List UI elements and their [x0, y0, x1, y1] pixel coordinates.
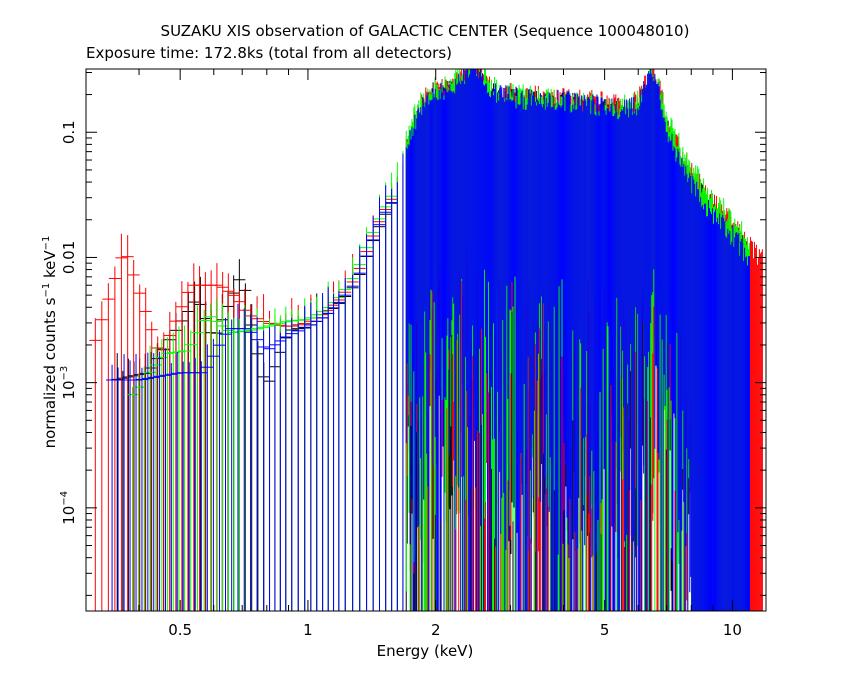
- plot-frame: [85, 68, 767, 612]
- x-axis-label: Energy (keV): [376, 642, 474, 660]
- y-tick-label: 10−4: [59, 491, 78, 525]
- x-tick-label: 5: [600, 621, 610, 639]
- series-3: [106, 69, 750, 611]
- x-tick-label: 1: [303, 621, 313, 639]
- y-tick-label-exp: −4: [59, 491, 70, 506]
- y-tick-label: 0.1: [60, 120, 78, 144]
- y-tick-label-base: 10: [60, 506, 78, 525]
- y-axis-label-mid: keV: [41, 250, 59, 283]
- x-tick-label: 0.5: [168, 621, 192, 639]
- x-tick-label: 2: [431, 621, 441, 639]
- y-axis-label-exp2: −1: [41, 235, 52, 251]
- y-axis-label-text: normalized counts s: [41, 297, 59, 449]
- y-tick-label-exp: −3: [59, 366, 70, 381]
- y-axis-label: normalized counts s−1 keV−1: [41, 236, 59, 449]
- y-axis-label-exp1: −1: [41, 282, 52, 298]
- chart-title: SUZAKU XIS observation of GALACTIC CENTE…: [160, 22, 690, 40]
- x-tick-label: 10: [723, 621, 742, 639]
- series-layer: [89, 69, 763, 611]
- chart-subtitle: Exposure time: 172.8ks (total from all d…: [86, 44, 453, 62]
- y-tick-label: 0.01: [60, 241, 78, 274]
- y-tick-label: 10−3: [59, 366, 78, 400]
- y-tick-label-base: 10: [60, 380, 78, 399]
